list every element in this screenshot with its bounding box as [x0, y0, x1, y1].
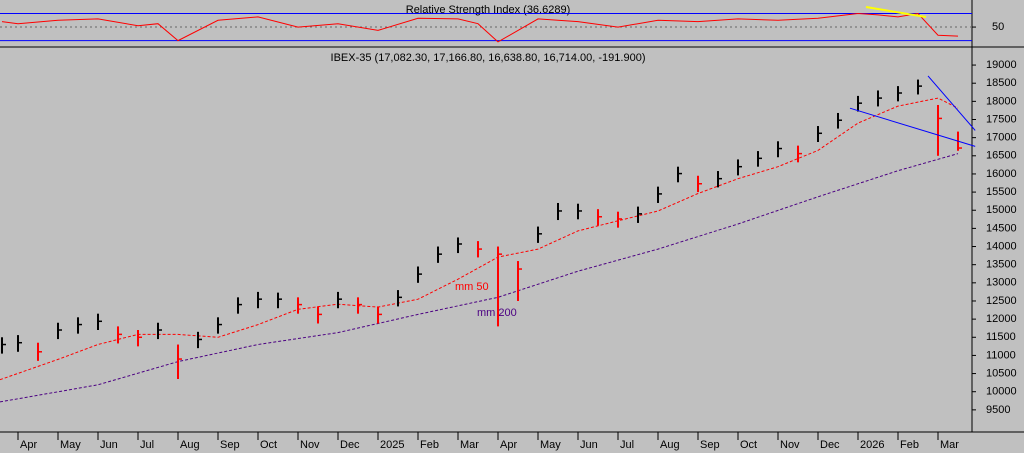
x-tick-label: May [60, 439, 81, 451]
x-tick-label: Aug [180, 439, 200, 451]
x-tick-label: Oct [740, 439, 757, 451]
x-tick-label: May [540, 439, 561, 451]
x-tick-label: Dec [820, 439, 840, 451]
y-tick-label: 11000 [986, 349, 1016, 361]
y-tick-label: 19000 [986, 59, 1017, 71]
y-tick-label: 18000 [986, 95, 1017, 107]
x-tick-label: Dec [340, 439, 360, 451]
y-tick-label: 12000 [986, 313, 1017, 325]
x-tick-label: Jun [580, 439, 598, 451]
x-tick-label: Jul [620, 439, 634, 451]
x-tick-label: Apr [20, 439, 37, 451]
trendline [865, 6, 927, 18]
trendline [849, 107, 976, 147]
x-tick-label: Mar [460, 439, 479, 451]
x-tick-label: Apr [500, 439, 517, 451]
y-tick-label: 13500 [986, 259, 1017, 271]
x-tick-label: Feb [900, 439, 919, 451]
y-tick-label: 17000 [986, 132, 1017, 144]
rsi-line [1, 12, 959, 43]
y-tick-label: 18500 [986, 77, 1017, 89]
y-tick-label: 16000 [986, 168, 1017, 180]
x-tick-label: Jul [140, 439, 154, 451]
y-tick-label: 12500 [986, 295, 1017, 307]
x-tick-label: Sep [700, 439, 720, 451]
y-tick-label: 15500 [986, 186, 1017, 198]
y-tick-label: 16500 [986, 150, 1017, 162]
y-tick-label: 15000 [986, 204, 1017, 216]
trendline [927, 75, 976, 131]
chart-title: Relative Strength Index (36.6289) [406, 4, 571, 16]
x-tick-label: Oct [260, 439, 277, 451]
y-tick-label: 10500 [986, 367, 1017, 379]
y-tick-label: 10000 [986, 386, 1017, 398]
series-label: mm 200 [477, 307, 517, 319]
x-tick-label: Jun [100, 439, 118, 451]
x-tick-label: Sep [220, 439, 240, 451]
y-tick-label: 50 [992, 21, 1004, 33]
x-tick-label: 2026 [860, 439, 884, 451]
x-tick-label: Feb [420, 439, 439, 451]
y-tick-label: 14500 [986, 222, 1017, 234]
y-tick-label: 13000 [986, 277, 1017, 289]
x-tick-label: 2025 [380, 439, 404, 451]
series-label: mm 50 [455, 281, 489, 293]
y-tick-label: 9500 [986, 404, 1010, 416]
y-tick-label: 17500 [986, 113, 1017, 125]
x-tick-label: Nov [300, 439, 320, 451]
y-tick-label: 11500 [986, 331, 1016, 343]
x-tick-label: Aug [660, 439, 680, 451]
x-tick-label: Nov [780, 439, 800, 451]
x-tick-label: Mar [940, 439, 959, 451]
y-tick-label: 14000 [986, 240, 1017, 252]
chart-title: IBEX-35 (17,082.30, 17,166.80, 16,638.80… [331, 52, 646, 64]
